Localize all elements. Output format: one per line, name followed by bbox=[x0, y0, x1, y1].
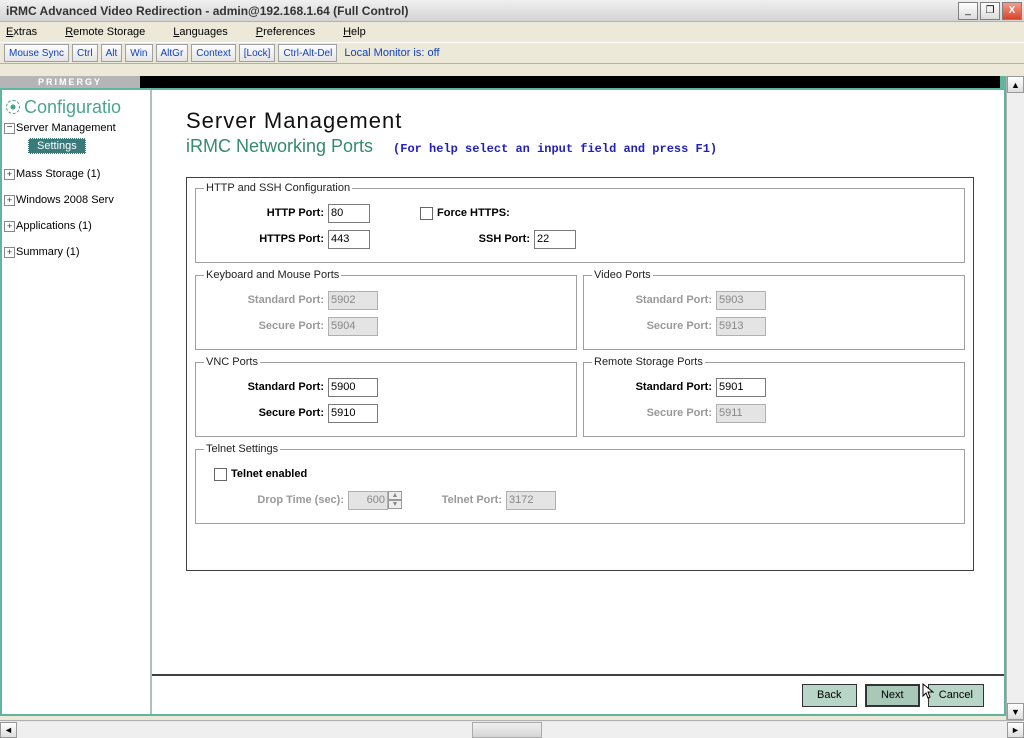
input-telnet-port bbox=[506, 491, 556, 510]
input-ssh-port[interactable] bbox=[534, 230, 576, 249]
label-https-port: HTTPS Port: bbox=[204, 233, 324, 245]
label-ssh-port: SSH Port: bbox=[450, 233, 530, 245]
input-rstor-sec bbox=[716, 404, 766, 423]
tree-mass-storage[interactable]: Mass Storage (1) bbox=[4, 166, 148, 182]
label-vnc-sec: Secure Port: bbox=[204, 407, 324, 419]
menu-extras[interactable]: Extras bbox=[6, 26, 51, 38]
scroll-right-icon[interactable]: ► bbox=[1007, 722, 1024, 738]
scroll-left-icon[interactable]: ◄ bbox=[0, 722, 17, 738]
page-subtitle: iRMC Networking Ports bbox=[186, 136, 373, 157]
input-km-sec bbox=[328, 317, 378, 336]
checkbox-telnet-enabled[interactable] bbox=[214, 468, 227, 481]
toolbar-altgr[interactable]: AltGr bbox=[156, 44, 189, 62]
primergy-bar: PRIMERGY bbox=[0, 76, 1006, 88]
help-hint: (For help select an input field and pres… bbox=[393, 142, 717, 156]
checkbox-force-https[interactable] bbox=[420, 207, 433, 220]
primergy-label: PRIMERGY bbox=[0, 76, 140, 88]
input-http-port[interactable] bbox=[328, 204, 370, 223]
tree-server-management[interactable]: Server Management bbox=[4, 120, 148, 136]
minimize-button[interactable]: _ bbox=[958, 2, 978, 20]
nav-tree: Server Management Settings Mass Storage … bbox=[4, 120, 148, 260]
menu-preferences[interactable]: Preferences bbox=[256, 26, 329, 38]
form-area: HTTP and SSH Configuration HTTP Port: Fo… bbox=[186, 177, 974, 571]
toolbar-alt[interactable]: Alt bbox=[101, 44, 123, 62]
fieldset-rstor-ports: Remote Storage Ports Standard Port: Secu… bbox=[583, 356, 965, 437]
menubar: Extras Remote Storage Languages Preferen… bbox=[0, 22, 1024, 42]
label-telnet-port: Telnet Port: bbox=[422, 494, 502, 506]
input-vnc-sec[interactable] bbox=[328, 404, 378, 423]
legend-rstor: Remote Storage Ports bbox=[592, 356, 705, 368]
input-km-std bbox=[328, 291, 378, 310]
menu-remote-storage[interactable]: Remote Storage bbox=[65, 26, 159, 38]
spin-down-icon: ▼ bbox=[388, 500, 402, 509]
horizontal-scrollbar[interactable]: ◄ ► bbox=[0, 720, 1024, 738]
toolbar-mouse-sync[interactable]: Mouse Sync bbox=[4, 44, 69, 62]
fieldset-telnet: Telnet Settings Telnet enabled Drop Time… bbox=[195, 443, 965, 524]
maximize-button[interactable]: ❐ bbox=[980, 2, 1000, 20]
close-button[interactable]: X bbox=[1002, 2, 1022, 20]
menu-languages[interactable]: Languages bbox=[173, 26, 241, 38]
monitor-status: Local Monitor is: off bbox=[344, 47, 439, 59]
sidebar: Configuratio Server Management Settings … bbox=[2, 90, 152, 714]
input-rstor-std[interactable] bbox=[716, 378, 766, 397]
config-header: Configuratio bbox=[4, 96, 148, 118]
spin-up-icon: ▲ bbox=[388, 491, 402, 500]
back-button[interactable]: Back bbox=[802, 684, 857, 707]
toolbar-context[interactable]: Context bbox=[191, 44, 235, 62]
scroll-up-icon[interactable]: ▲ bbox=[1007, 76, 1024, 93]
fieldset-http-ssh: HTTP and SSH Configuration HTTP Port: Fo… bbox=[195, 182, 965, 263]
label-vnc-std: Standard Port: bbox=[204, 381, 324, 393]
input-vnc-std[interactable] bbox=[328, 378, 378, 397]
label-force-https: Force HTTPS: bbox=[437, 207, 510, 219]
label-video-std: Standard Port: bbox=[592, 294, 712, 306]
footer-bar: Back Next Cancel bbox=[152, 674, 1004, 714]
tree-windows-2008[interactable]: Windows 2008 Serv bbox=[4, 192, 148, 208]
toolbar-ctrl-alt-del[interactable]: Ctrl-Alt-Del bbox=[278, 44, 337, 62]
page-title: Server Management bbox=[186, 108, 974, 134]
legend-video: Video Ports bbox=[592, 269, 653, 281]
label-rstor-sec: Secure Port: bbox=[592, 407, 712, 419]
label-telnet-enabled: Telnet enabled bbox=[231, 468, 307, 480]
legend-telnet: Telnet Settings bbox=[204, 443, 280, 455]
input-video-sec bbox=[716, 317, 766, 336]
cancel-button[interactable]: Cancel bbox=[928, 684, 984, 707]
fieldset-km-ports: Keyboard and Mouse Ports Standard Port: … bbox=[195, 269, 577, 350]
fieldset-vnc-ports: VNC Ports Standard Port: Secure Port: bbox=[195, 356, 577, 437]
label-video-sec: Secure Port: bbox=[592, 320, 712, 332]
label-drop-time: Drop Time (sec): bbox=[204, 494, 344, 506]
tree-settings[interactable]: Settings bbox=[4, 136, 148, 156]
legend-vnc: VNC Ports bbox=[204, 356, 260, 368]
window-titlebar: iRMC Advanced Video Redirection - admin@… bbox=[0, 0, 1024, 22]
gear-icon bbox=[6, 100, 20, 114]
legend-km: Keyboard and Mouse Ports bbox=[204, 269, 341, 281]
input-https-port[interactable] bbox=[328, 230, 370, 249]
toolbar: Mouse Sync Ctrl Alt Win AltGr Context [L… bbox=[0, 42, 1024, 64]
main-panel: Server Management iRMC Networking Ports … bbox=[152, 90, 1004, 714]
tree-summary[interactable]: Summary (1) bbox=[4, 244, 148, 260]
label-km-sec: Secure Port: bbox=[204, 320, 324, 332]
toolbar-win[interactable]: Win bbox=[125, 44, 152, 62]
input-video-std bbox=[716, 291, 766, 310]
legend-http-ssh: HTTP and SSH Configuration bbox=[204, 182, 352, 194]
vertical-scrollbar[interactable]: ▲ ▼ bbox=[1006, 76, 1024, 720]
scroll-thumb[interactable] bbox=[472, 722, 542, 738]
label-rstor-std: Standard Port: bbox=[592, 381, 712, 393]
window-title: iRMC Advanced Video Redirection - admin@… bbox=[2, 4, 958, 18]
toolbar-lock[interactable]: [Lock] bbox=[239, 44, 276, 62]
label-http-port: HTTP Port: bbox=[204, 207, 324, 219]
toolbar-ctrl[interactable]: Ctrl bbox=[72, 44, 98, 62]
fieldset-video-ports: Video Ports Standard Port: Secure Port: bbox=[583, 269, 965, 350]
next-button[interactable]: Next bbox=[865, 684, 920, 707]
label-km-std: Standard Port: bbox=[204, 294, 324, 306]
menu-help[interactable]: Help bbox=[343, 26, 380, 38]
scroll-down-icon[interactable]: ▼ bbox=[1007, 703, 1024, 720]
input-drop-time bbox=[348, 491, 388, 510]
tree-applications[interactable]: Applications (1) bbox=[4, 218, 148, 234]
spinner-arrows: ▲▼ bbox=[388, 491, 402, 509]
